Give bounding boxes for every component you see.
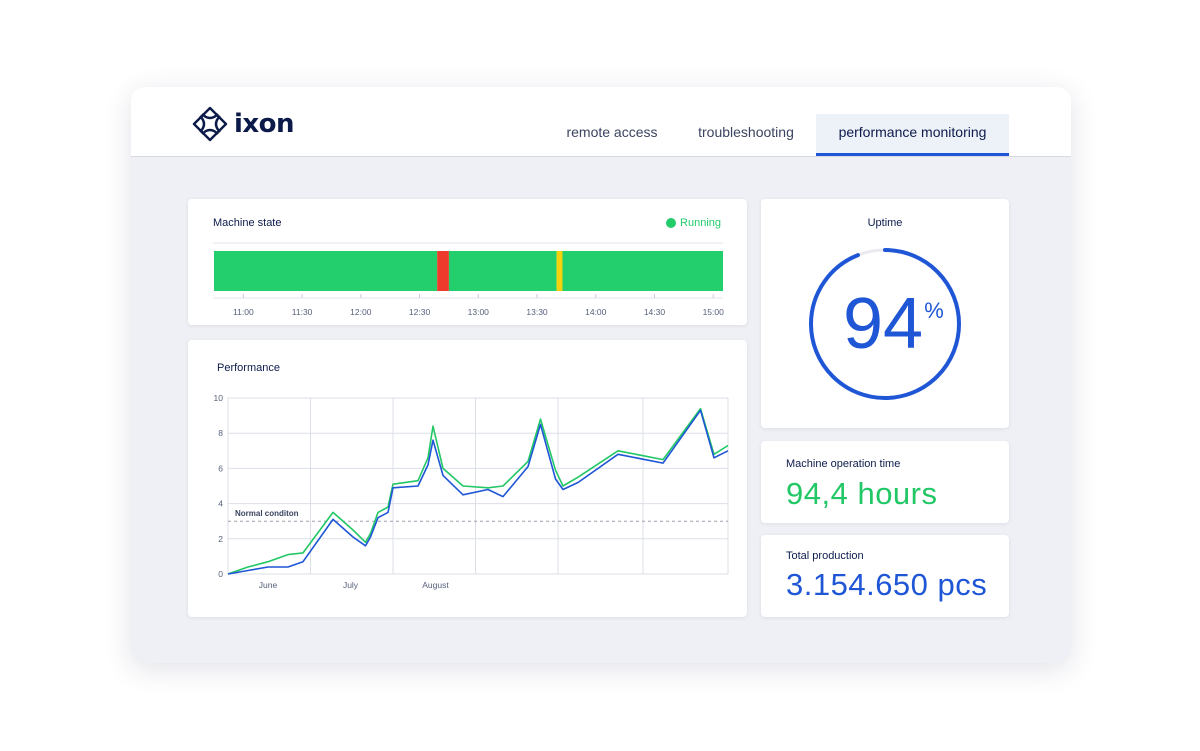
time-label: 14:30 [644,307,666,317]
time-label: 12:30 [409,307,431,317]
y-tick-label: 4 [218,499,223,509]
ixon-logo-icon [192,106,228,142]
uptime-gauge: 94 % [809,248,961,400]
x-tick-label: June [259,580,278,590]
state-segment-stopped[interactable] [437,251,449,291]
time-label: 13:00 [468,307,490,317]
plot-frame [227,397,729,575]
state-segment-warning[interactable] [556,251,563,291]
state-segment-running[interactable] [562,251,723,291]
machine-state-timeline: 11:00 11:30 12:00 12:30 13:00 13:30 14:00 14:30… [213,242,725,317]
state-segment-running[interactable] [214,251,438,291]
operation-time-value: 94,4 hours [786,476,938,511]
tab-remote-access[interactable]: remote access [566,124,658,140]
total-production-card: Total production 3.154.650 pcs [761,535,1009,617]
time-label: 13:30 [526,307,548,317]
machine-state-card: Machine state Running 11:00 11:30 12:00 12:… [188,199,747,325]
brand-logo[interactable]: ixon [191,105,295,143]
time-label: 12:00 [350,307,372,317]
x-tick-label: July [343,580,359,590]
uptime-gauge-progress [809,248,961,400]
uptime-value: 94 [843,284,923,364]
y-tick-label: 0 [218,569,223,579]
x-tick-label: August [422,580,449,590]
top-navigation-bar: ixon remote access troubleshooting perfo… [131,87,1071,157]
machine-status: Running [666,217,721,229]
y-tick-label: 8 [218,428,223,438]
state-segment-running[interactable] [448,251,557,291]
performance-card: Performance Normal conditon 0 2 4 6 8 10 June J… [188,340,747,617]
brand-name: ixon [234,109,295,139]
uptime-card: Uptime 94 % [761,199,1009,428]
machine-status-label: Running [680,217,721,229]
y-tick-label: 10 [214,393,224,403]
machine-state-title: Machine state [213,217,282,229]
y-tick-label: 2 [218,534,223,544]
series-line-1[interactable] [227,407,729,575]
time-label: 15:00 [703,307,725,317]
tab-troubleshooting[interactable]: troubleshooting [698,124,794,140]
tab-performance-monitoring[interactable]: performance monitoring [816,114,1009,156]
operation-time-title: Machine operation time [786,458,901,470]
reference-line-label: Normal conditon [235,509,299,518]
time-label: 11:30 [292,307,313,317]
y-tick-label: 6 [218,463,223,473]
time-label: 14:00 [585,307,607,317]
uptime-title: Uptime [867,217,903,229]
performance-title: Performance [217,362,280,374]
operation-time-card: Machine operation time 94,4 hours [761,441,1009,523]
total-production-title: Total production [786,550,864,562]
app-window: ixon remote access troubleshooting perfo… [131,87,1071,663]
time-label: 11:00 [233,307,254,317]
series-line-2[interactable] [227,409,729,575]
performance-chart: Normal conditon 0 2 4 6 8 10 June July August [214,393,729,590]
status-dot-icon [666,218,677,228]
total-production-value: 3.154.650 pcs [786,567,988,602]
uptime-unit: % [924,298,944,323]
